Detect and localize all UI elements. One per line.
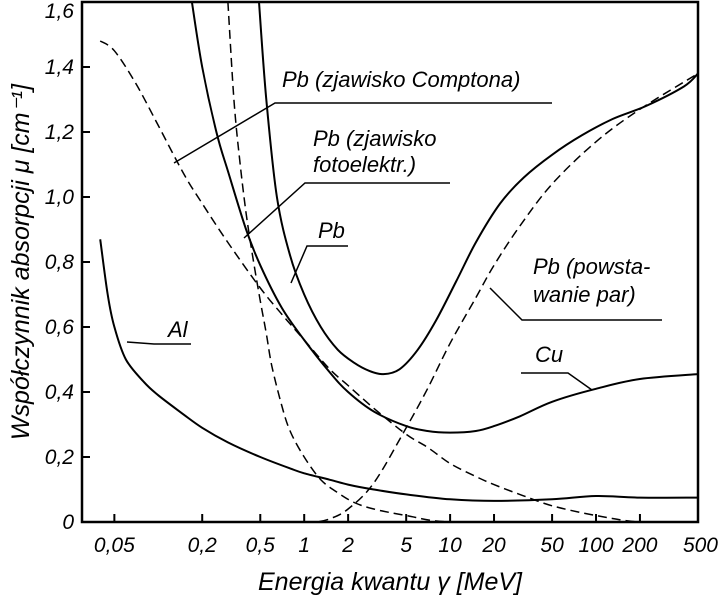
x-tick-label: 500 bbox=[683, 534, 718, 557]
label-pb-pair-1: Pb (powsta- bbox=[533, 254, 650, 279]
label-pb-photo-2: fotoelektr.) bbox=[313, 152, 416, 177]
y-tick-label: 0,6 bbox=[45, 316, 75, 339]
x-ticks: 0,05 0,2 0,5 1 2 5 10 20 50 100 200 500 bbox=[94, 514, 718, 557]
x-tick-label: 100 bbox=[578, 534, 613, 557]
leader-pair bbox=[489, 287, 662, 321]
x-tick-label: 5 bbox=[400, 534, 412, 557]
y-tick-label: 0,2 bbox=[45, 446, 75, 469]
label-pb-pair-2: wanie par) bbox=[533, 282, 636, 307]
x-tick-label: 0,05 bbox=[94, 534, 135, 557]
y-tick-label: 0,8 bbox=[45, 251, 75, 274]
annotation-leaders bbox=[126, 102, 662, 391]
x-tick-label: 10 bbox=[438, 534, 462, 557]
x-tick-label: 200 bbox=[621, 534, 657, 557]
x-tick-label: 0,5 bbox=[246, 534, 276, 557]
y-tick-label: 1,4 bbox=[45, 56, 74, 79]
leader-al bbox=[126, 341, 191, 345]
y-axis-label: Współczynnik absorpcji μ [cm⁻¹] bbox=[7, 83, 35, 440]
y-tick-label: 1,2 bbox=[45, 121, 75, 144]
leader-photo bbox=[243, 182, 450, 239]
x-tick-label: 2 bbox=[341, 534, 354, 557]
y-tick-label: 1,6 bbox=[45, 0, 75, 23]
y-tick-label: 0,4 bbox=[45, 381, 74, 404]
series-line-1 bbox=[190, 2, 698, 434]
series-line-0 bbox=[258, 2, 698, 376]
series-line-2 bbox=[99, 239, 698, 502]
label-cu: Cu bbox=[535, 342, 563, 367]
label-pb-compton: Pb (zjawisko Comptona) bbox=[282, 67, 520, 92]
x-tick-label: 0,2 bbox=[188, 534, 218, 557]
x-tick-label: 20 bbox=[481, 534, 506, 557]
label-al: Al bbox=[166, 317, 189, 342]
y-tick-label: 0 bbox=[62, 511, 74, 534]
leader-cu bbox=[521, 372, 593, 391]
series-line-4 bbox=[227, 2, 596, 522]
leader-pb bbox=[290, 245, 348, 284]
x-axis-label: Energia kwantu γ [MeV] bbox=[258, 568, 523, 596]
y-tick-label: 1,0 bbox=[45, 186, 75, 209]
x-tick-label: 1 bbox=[298, 534, 310, 557]
label-pb: Pb bbox=[318, 218, 345, 243]
leader-compton bbox=[173, 102, 552, 164]
y-ticks: 0 0,2 0,4 0,6 0,8 1,0 1,2 1,4 1,6 bbox=[45, 0, 90, 534]
x-tick-label: 50 bbox=[540, 534, 564, 557]
series-line-5 bbox=[305, 72, 698, 522]
label-pb-photo-1: Pb (zjawisko bbox=[313, 126, 436, 151]
